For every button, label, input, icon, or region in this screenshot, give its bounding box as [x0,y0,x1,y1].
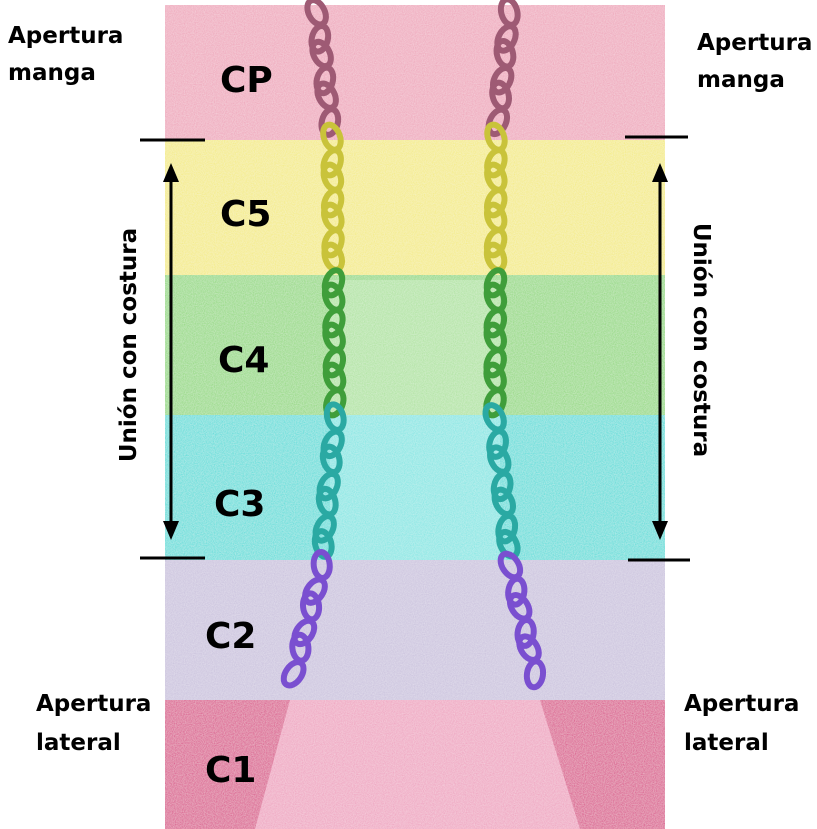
chain-link [322,347,347,379]
row-label: C2 [205,616,256,657]
row-label: C4 [218,340,269,381]
chain-link [320,187,345,219]
sleeve-opening-right: manga [697,67,785,93]
chain-link [280,659,307,689]
arrow-head [652,163,668,182]
chain-link [490,470,514,503]
chains [280,0,547,691]
chain-link [483,227,508,259]
chain-link [291,617,318,648]
chain-link [321,267,346,299]
band-c2 [165,560,665,702]
seam-union-right: Unión con costura [688,223,714,457]
chain-link [322,307,346,339]
chain-link [483,267,508,299]
chain-link [321,227,345,259]
chain-link [316,470,341,502]
seam-union-left: Unión con costura [116,228,142,462]
chain-link [302,576,328,606]
chain-link [318,106,342,138]
chain-link [514,617,537,649]
side-opening-left: Apertura [36,691,151,717]
chain-link [486,428,509,460]
chain-link [323,387,347,419]
side-opening-right: Apertura [684,691,799,717]
chain-link [505,575,528,608]
chain-link [490,64,515,96]
c1-center [255,700,580,829]
sleeve-opening-right: Apertura [697,30,812,56]
row-label: C3 [214,484,265,525]
side-opening-left: lateral [36,730,121,756]
side-opening-right: lateral [684,730,769,756]
chain-link [320,428,345,460]
fabric [165,5,665,829]
chain-link [494,23,519,54]
chain-link [483,387,507,419]
chain-link [483,347,507,379]
chain-link [484,147,508,179]
sleeve-opening-left: Apertura [8,23,123,49]
chain-link [523,658,547,691]
chain-link [495,512,519,545]
row-label: CP [220,60,273,101]
arrow-heads [163,163,668,540]
sleeve-opening-left: manga [8,60,96,86]
band-cp [165,5,665,142]
band-c5 [165,140,665,277]
center-light [330,280,500,560]
arrow-head [652,521,668,540]
arrow-head [163,163,179,182]
chain-link [313,64,337,97]
chain-link [308,22,332,55]
row-label: C5 [220,194,271,235]
chain-link [320,147,344,179]
seam-markers [140,135,690,562]
chain-link [312,513,337,544]
chain-link [483,307,508,339]
chain-link [485,106,511,138]
arrow-head [163,521,179,540]
row-label: C1 [205,750,256,791]
chain-link [484,187,508,219]
